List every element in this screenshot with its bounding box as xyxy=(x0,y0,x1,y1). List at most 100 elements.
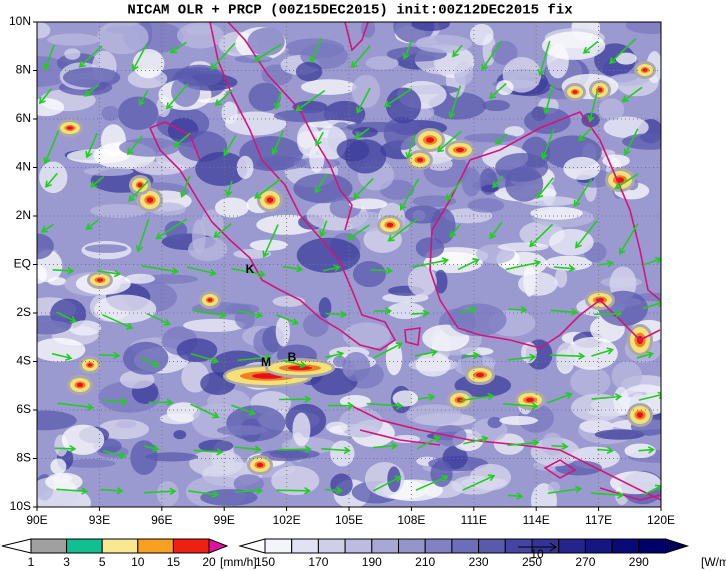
cloud-patch xyxy=(342,352,371,382)
cloud-patch xyxy=(602,154,630,168)
wind-arrow xyxy=(282,359,307,369)
cloud-patch xyxy=(96,22,149,55)
cloud-patch xyxy=(530,206,583,220)
colorbar-box xyxy=(478,538,506,554)
wind-arrow xyxy=(234,445,262,453)
reference-vector xyxy=(518,542,557,552)
wind-arrow xyxy=(587,90,599,123)
cloud-patch xyxy=(487,416,503,429)
wind-arrow xyxy=(325,310,348,319)
coastline xyxy=(227,22,353,231)
cloud-patch xyxy=(84,244,128,253)
wind-arrow xyxy=(102,397,129,406)
colorbar-label: 20 xyxy=(202,555,216,569)
cloud-patch xyxy=(83,166,134,177)
cloud-patch xyxy=(406,404,462,426)
rain-intense xyxy=(572,90,578,94)
cloud-patch xyxy=(145,452,199,462)
wind-arrow xyxy=(315,131,324,147)
cloud-patch xyxy=(64,48,81,60)
wind-arrow xyxy=(370,266,394,275)
cloud-patch xyxy=(188,236,228,262)
wind-arrow xyxy=(55,311,78,323)
wind-arrow xyxy=(276,486,312,495)
cloud-patch xyxy=(37,410,77,431)
cloud-patch xyxy=(415,237,445,259)
wind-arrow xyxy=(89,176,105,188)
colorbar-box xyxy=(371,538,399,554)
wind-arrow xyxy=(38,88,53,105)
rain-intense xyxy=(66,126,74,130)
wind-arrow xyxy=(503,402,539,410)
colorbar-end xyxy=(665,538,690,554)
cloud-patch xyxy=(392,390,419,407)
x-tick-label: 93E xyxy=(89,513,110,527)
rain-intense xyxy=(416,157,424,163)
wind-arrow xyxy=(373,342,403,359)
wind-arrow xyxy=(573,178,593,208)
x-tick-label: 114E xyxy=(523,513,550,527)
cloud-patch xyxy=(541,432,564,457)
cloud-patch xyxy=(385,87,422,124)
wind-arrow xyxy=(550,352,586,360)
wind-arrow xyxy=(399,178,420,211)
wind-arrow xyxy=(188,490,220,498)
colorbar-label: 290 xyxy=(629,555,649,569)
wind-arrow xyxy=(186,266,217,277)
wind-arrow xyxy=(325,486,344,495)
wind-arrow xyxy=(135,218,150,253)
x-tick-label: 102E xyxy=(273,513,301,527)
cloud-patch xyxy=(415,352,451,377)
colorbar-end xyxy=(238,538,266,554)
wind-arrow xyxy=(507,439,540,447)
wind-arrow xyxy=(582,40,599,54)
wind-arrow xyxy=(277,445,312,453)
cloud-patch xyxy=(448,303,507,337)
wind-arrow xyxy=(190,403,220,419)
wind-arrow xyxy=(543,84,554,115)
wind-arrow xyxy=(547,485,583,495)
cloud-patch xyxy=(350,211,386,232)
x-tick-label: 105E xyxy=(335,513,363,527)
wind-arrow xyxy=(141,357,160,368)
wind-arrow xyxy=(505,259,542,271)
wind-arrow xyxy=(85,132,98,159)
wind-arrow xyxy=(414,348,439,357)
cloud-patch xyxy=(68,320,102,336)
cloud-patch xyxy=(94,294,157,324)
cloud-patch xyxy=(461,167,481,197)
wind-arrow xyxy=(173,132,191,148)
cloud-patch xyxy=(333,355,347,368)
wind-arrow xyxy=(638,446,656,454)
colorbar-box xyxy=(558,538,586,554)
cloud-patch xyxy=(64,459,116,468)
wind-arrow xyxy=(141,265,180,275)
cloud-patch xyxy=(318,297,332,319)
colorbar-label: 15 xyxy=(167,555,181,569)
cloud-patch xyxy=(365,56,399,70)
rain-intense xyxy=(76,382,84,388)
colorbars: 1 3 5 10 15 20 [mm/h]150 170 190 210 230 250 270 290 [… xyxy=(1,538,726,569)
rain-intense xyxy=(636,412,644,418)
cloud-patch xyxy=(101,105,120,121)
wind-arrow xyxy=(591,393,623,401)
cloud-patch xyxy=(50,458,67,475)
rain-intense xyxy=(476,372,484,378)
wind-arrow xyxy=(541,128,555,160)
wind-arrow xyxy=(550,308,579,316)
cloud-patch xyxy=(125,273,156,284)
wind-arrow xyxy=(551,442,569,451)
wind-arrow xyxy=(463,435,489,445)
cloud-patch xyxy=(339,394,371,408)
wind-arrow xyxy=(372,475,402,492)
cloud-patch xyxy=(134,161,186,176)
wind-arrow xyxy=(148,398,174,407)
coastline xyxy=(543,459,661,501)
cloud-patch xyxy=(234,54,273,64)
cloud-patch xyxy=(625,22,661,34)
colorbar-box xyxy=(30,538,68,554)
wind-arrow xyxy=(416,435,441,450)
wind-arrow xyxy=(57,402,95,411)
colorbar-box xyxy=(584,538,613,554)
cloud-patch xyxy=(594,43,636,77)
